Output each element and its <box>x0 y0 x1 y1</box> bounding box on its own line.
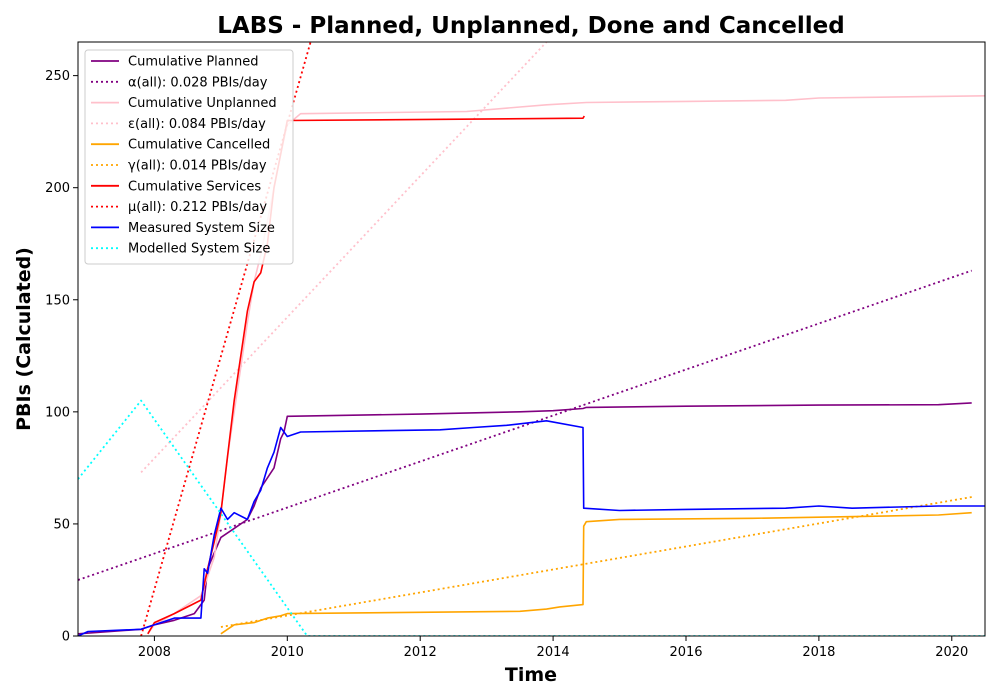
series-line-4 <box>220 511 972 635</box>
series-line-8 <box>78 419 985 636</box>
x-tick-label: 2014 <box>537 645 570 660</box>
y-axis-label: PBIs (Calculated) <box>13 247 35 431</box>
legend-label-cumulative-services: Cumulative Services <box>128 179 261 194</box>
legend: Cumulative Planned α(all): 0.028 PBIs/day… <box>84 49 294 265</box>
series-line-3 <box>140 42 548 474</box>
y-tick-label: 100 <box>45 405 70 420</box>
legend-label-all-0-014-pbis-day: γ(all): 0.014 PBIs/day <box>128 159 267 174</box>
series-line-1 <box>78 269 972 581</box>
legend-label-all-0-084-pbis-day: ε(all): 0.084 PBIs/day <box>128 117 266 132</box>
legend-label-cumulative-cancelled: Cumulative Cancelled <box>128 138 270 153</box>
x-tick-label: 2008 <box>138 645 171 660</box>
legend-label-all-0-212-pbis-day: μ(all): 0.212 PBIs/day <box>128 200 267 215</box>
x-tick-label: 2010 <box>271 645 304 660</box>
x-tick-label: 2012 <box>404 645 437 660</box>
x-axis: 2008 2010 2012 2014 2016 2018 2020 <box>138 636 968 660</box>
y-axis: 0 50 100 150 200 250 <box>45 69 78 645</box>
legend-box <box>84 49 294 265</box>
plot-area-frame <box>77 41 986 637</box>
y-tick-label: 150 <box>45 293 70 308</box>
legend-label-measured-system-size: Measured System Size <box>128 221 275 236</box>
chart-title: LABS - Planned, Unplanned, Done and Canc… <box>217 13 844 39</box>
x-tick-label: 2018 <box>802 645 835 660</box>
series-line-9 <box>78 399 985 636</box>
series-line-5 <box>220 496 972 628</box>
x-tick-label: 2020 <box>935 645 968 660</box>
series-layer <box>78 42 985 636</box>
x-axis-label: Time <box>505 664 557 686</box>
legend-label-all-0-028-pbis-day: α(all): 0.028 PBIs/day <box>128 75 268 90</box>
legend-label-cumulative-unplanned: Cumulative Unplanned <box>128 96 277 111</box>
legend-label-cumulative-planned: Cumulative Planned <box>128 55 258 70</box>
y-tick-label: 200 <box>45 181 70 196</box>
legend-label-modelled-system-size: Modelled System Size <box>128 242 270 257</box>
y-tick-label: 0 <box>62 630 70 645</box>
y-tick-label: 250 <box>45 69 70 84</box>
y-tick-label: 50 <box>53 517 70 532</box>
x-tick-label: 2016 <box>669 645 702 660</box>
series-line-0 <box>78 402 972 635</box>
